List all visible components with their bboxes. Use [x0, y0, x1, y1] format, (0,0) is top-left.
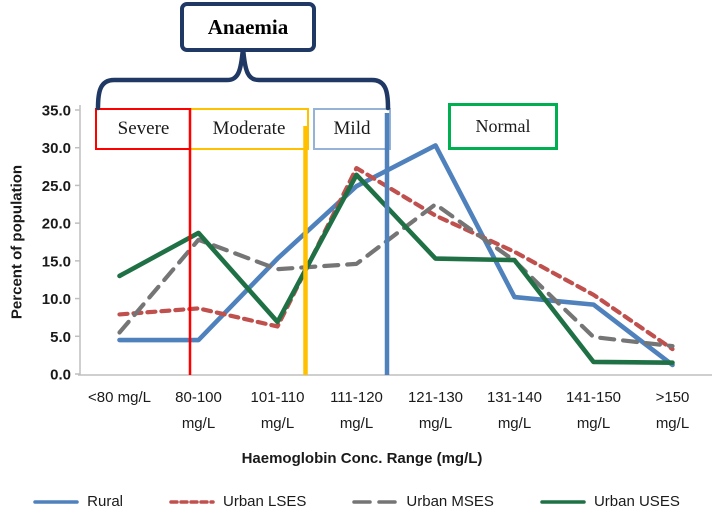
legend-line-swatch	[540, 499, 586, 504]
y-tick-label: 5.0	[50, 329, 71, 346]
legend-line-swatch	[352, 499, 399, 504]
normal-zone-label: Normal	[475, 116, 531, 136]
legend-item-urban-uses: Urban USES	[540, 493, 680, 510]
y-tick-label: 15.0	[42, 253, 71, 270]
y-tick-label: 30.0	[42, 140, 71, 157]
y-tick-label: 35.0	[42, 103, 71, 120]
x-category-label: 141-150 mg/L	[565, 389, 622, 432]
legend-line-swatch	[33, 499, 79, 504]
x-category-label: <80 mg/L	[88, 389, 151, 406]
legend-label: Urban MSES	[406, 493, 494, 510]
series-line-urban-uses	[117, 172, 675, 365]
x-axis-title: Haemoglobin Conc. Range (mg/L)	[241, 450, 483, 467]
anaemia-annotation-box: Anaemia	[180, 2, 316, 52]
legend-item-rural: Rural	[33, 493, 123, 510]
mild-zone-label: Mild	[333, 118, 371, 139]
x-category-label: >150 mg/L	[655, 389, 690, 432]
x-category-label: 131-140 mg/L	[486, 389, 543, 432]
series-line-rural	[117, 143, 675, 368]
anaemia-label: Anaemia	[207, 14, 289, 39]
series-line-urban-lses	[117, 165, 675, 352]
legend-label: Urban USES	[593, 493, 680, 510]
mild-zone-box: Mild	[313, 108, 391, 150]
y-tick-label: 0.0	[50, 367, 71, 384]
legend-item-urban-mses: Urban MSES	[352, 493, 494, 510]
anaemia-brace	[95, 47, 391, 111]
legend-line-swatch	[169, 499, 215, 504]
severe-zone-box: Severe	[95, 108, 192, 150]
legend: Rural Urban LSES Urban MSES Urban USES	[0, 493, 713, 510]
severe-zone-label: Severe	[117, 118, 170, 139]
x-category-label: 121-130 mg/L	[407, 389, 464, 432]
y-tick-label: 20.0	[42, 216, 71, 233]
y-tick-label: 10.0	[42, 291, 71, 308]
legend-label: Rural	[87, 493, 124, 510]
x-category-label: 101-110 mg/L	[250, 389, 305, 432]
y-tick-label: 25.0	[42, 178, 71, 195]
legend-label: Urban LSES	[223, 493, 307, 510]
normal-zone-box: Normal	[448, 103, 558, 150]
x-category-label: 111-120 mg/L	[330, 389, 383, 432]
series-line-urban-mses	[117, 202, 675, 349]
moderate-zone-label: Moderate	[212, 118, 286, 139]
x-category-label: 80-100 mg/L	[175, 389, 222, 432]
legend-item-urban-lses: Urban LSES	[169, 493, 306, 510]
